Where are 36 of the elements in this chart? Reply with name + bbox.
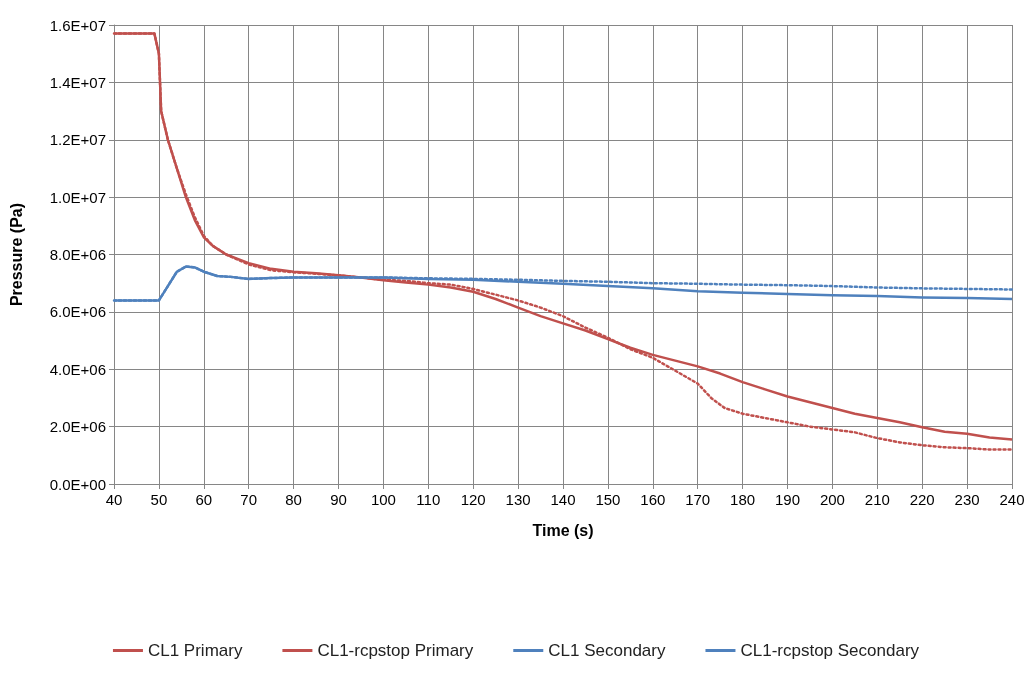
x-tick-label: 110 (416, 491, 441, 508)
x-tick-label: 210 (864, 491, 890, 508)
x-tick-label: 90 (330, 491, 347, 508)
y-tick-label: 0.0E+00 (49, 475, 106, 493)
legend-label: CL1-rcpstop Secondary (740, 641, 920, 660)
x-tick-label: 80 (285, 491, 302, 508)
x-tick-label: 150 (595, 491, 621, 508)
x-tick-label: 60 (195, 491, 213, 508)
x-axis-title: Time (s) (532, 521, 594, 539)
x-tick-label: 200 (819, 491, 845, 508)
y-axis-title: Pressure (Pa) (7, 202, 25, 307)
y-tick-label: 8.0E+06 (49, 246, 106, 263)
x-tick-label: 70 (240, 491, 258, 508)
y-tick-label: 2.0E+06 (49, 418, 106, 436)
y-tick-label: 6.0E+06 (49, 303, 106, 321)
x-tick-label: 140 (550, 491, 576, 508)
y-tick-label: 1.0E+07 (49, 188, 106, 206)
x-tick-label: 50 (150, 491, 168, 508)
y-tick-label: 1.2E+07 (49, 131, 106, 149)
x-tick-label: 230 (954, 491, 980, 508)
x-tick-label: 170 (685, 491, 711, 508)
x-tick-label: 120 (460, 491, 486, 508)
x-tick-label: 160 (640, 491, 666, 508)
x-tick-label: 220 (909, 491, 935, 508)
y-tick-label: 1.6E+07 (49, 16, 106, 34)
x-tick-label: 100 (370, 491, 396, 508)
x-tick-label: 240 (999, 491, 1025, 508)
x-tick-label: 40 (105, 491, 123, 508)
x-tick-label: 180 (730, 491, 756, 508)
legend-label: CL1 Secondary (548, 641, 666, 660)
legend-label: CL1-rcpstop Primary (317, 641, 474, 660)
y-tick-label: 1.4E+07 (49, 73, 106, 91)
x-tick-label: 190 (774, 491, 801, 508)
y-tick-label: 4.0E+06 (49, 360, 106, 378)
x-tick-label: 130 (505, 491, 531, 508)
legend-label: CL1 Primary (147, 641, 243, 660)
